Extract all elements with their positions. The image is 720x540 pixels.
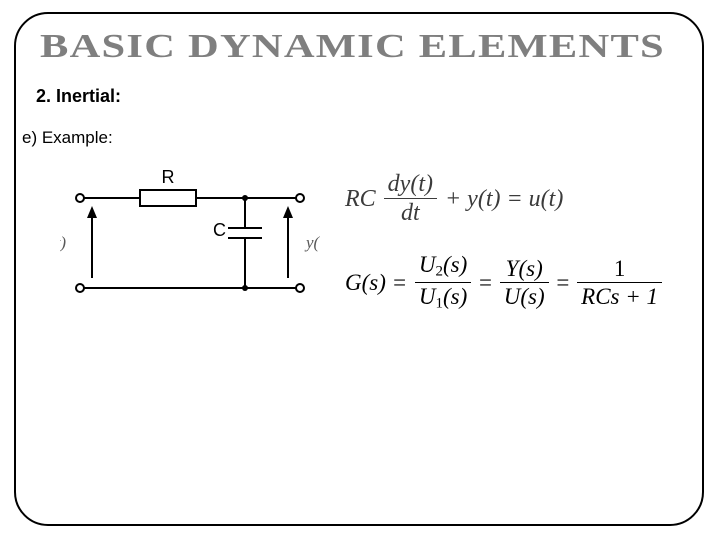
input-label: u(t) [60, 233, 66, 252]
eq2-G: G(s) = [345, 271, 407, 294]
eq2-f1n-U: U [419, 252, 436, 277]
eq2-f2d: U(s) [500, 282, 549, 308]
eq2-f3n: 1 [577, 257, 662, 282]
eq2-f1n-sub: 2 [436, 264, 443, 280]
section-heading: 2. Inertial: [36, 86, 121, 107]
eq2-f1d-arg: (s) [443, 284, 467, 309]
transfer-function-equation: G(s) = U2(s) U1(s) = Y(s) U(s) = 1 RCs +… [345, 253, 675, 311]
eq2-f3d: RCs + 1 [577, 282, 662, 308]
eq2-eqsign2: = [556, 271, 569, 294]
output-label: y(t) [304, 233, 320, 252]
resistor-label: R [162, 168, 175, 187]
eq2-eqsign1: = [479, 271, 492, 294]
differential-equation: RC dy(t) dt + y(t) = u(t) [345, 172, 675, 225]
subsection-heading: e) Example: [22, 128, 113, 148]
eq1-coeff: RC [345, 187, 376, 211]
section-heading-text: 2. Inertial: [36, 86, 121, 106]
equations-block: RC dy(t) dt + y(t) = u(t) G(s) = U2(s) U… [345, 172, 675, 311]
eq2-f1n-arg: (s) [443, 252, 467, 277]
eq1-frac-den: dt [384, 198, 437, 225]
eq2-f2n: Y(s) [500, 257, 549, 282]
eq2-f1d-sub: 1 [436, 295, 443, 311]
eq1-frac-num: dy(t) [384, 172, 437, 198]
eq1-rest: + y(t) = u(t) [445, 187, 563, 211]
slide-title: Basic dynamic elements [40, 28, 665, 66]
capacitor-label: C [213, 220, 226, 240]
rc-circuit-diagram: R C u(t) y(t) [60, 168, 320, 328]
eq2-f1d-U: U [419, 284, 436, 309]
